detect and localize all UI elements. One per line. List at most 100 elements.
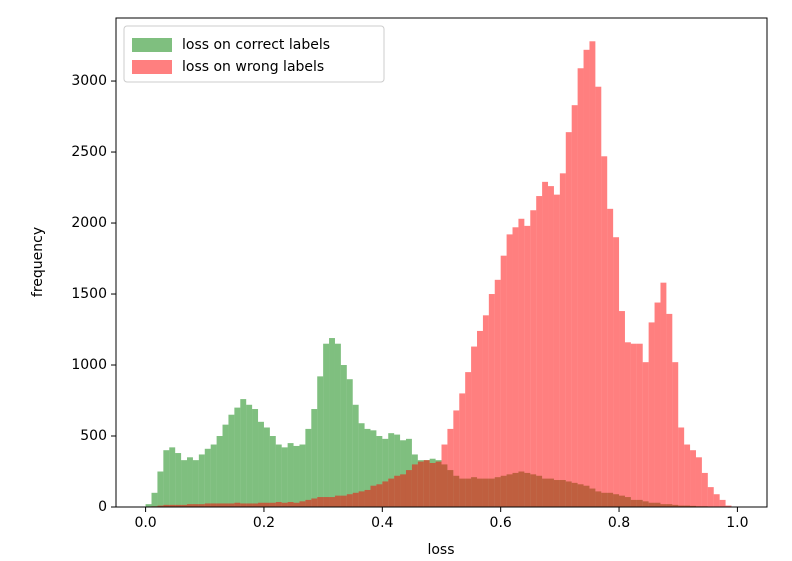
x-tick-label: 0.4 [371, 515, 393, 531]
histogram-bar [240, 399, 247, 507]
histogram-bar [382, 481, 389, 507]
histogram-bar [388, 433, 395, 507]
histogram-bar [465, 372, 472, 507]
histogram-bar [613, 237, 620, 507]
histogram-bar [198, 504, 205, 507]
histogram-bar [548, 186, 554, 507]
legend-swatch [132, 38, 172, 52]
x-tick-label: 0.2 [253, 515, 275, 531]
histogram-bar [506, 234, 513, 507]
histogram-bar [382, 438, 389, 507]
histogram-bar [553, 194, 560, 507]
histogram-bar [181, 460, 188, 507]
histogram-bar [157, 471, 164, 507]
histogram-bar [187, 504, 193, 507]
legend: loss on correct labels loss on wrong labe… [123, 25, 385, 83]
histogram-bar [317, 497, 324, 507]
histogram-bar [453, 410, 460, 507]
histogram-bar [400, 474, 406, 507]
histogram-bar [417, 461, 424, 507]
histogram-bar [648, 322, 655, 507]
histogram-bar [346, 379, 353, 507]
histogram-bar [636, 343, 643, 507]
x-tick-label: 1.0 [726, 515, 748, 531]
histogram-bar [334, 495, 341, 507]
histogram-bar [447, 428, 454, 507]
histogram-bar [660, 282, 667, 507]
histogram-bar [666, 313, 673, 507]
legend-box [123, 25, 385, 83]
histogram-bar [334, 343, 341, 507]
histogram-bar [175, 453, 182, 507]
histogram-bar [216, 503, 223, 507]
histogram-bar [340, 365, 347, 507]
histogram-bar [542, 181, 549, 507]
histogram-bar [311, 409, 318, 507]
histogram-bar [577, 68, 584, 508]
histogram-bar [701, 472, 708, 507]
y-tick-label: 1000 [71, 357, 107, 373]
histogram-bar [358, 491, 365, 507]
histogram-bar [654, 302, 661, 507]
legend-swatch [132, 60, 172, 74]
histogram-bar [228, 503, 235, 507]
x-axis-label: loss [427, 542, 454, 558]
histogram-bar [364, 489, 371, 507]
histogram-bar [246, 503, 253, 507]
histogram-bar [619, 311, 625, 507]
histogram-bar [329, 497, 335, 507]
histogram-bar [346, 494, 353, 507]
histogram-bar [471, 346, 478, 507]
histogram-bar [536, 196, 543, 507]
histogram-bar [423, 460, 430, 507]
histogram-bar [299, 444, 306, 507]
histogram-bar [151, 492, 158, 507]
legend-label: loss on wrong labels [182, 59, 324, 75]
histogram-bar [222, 503, 229, 507]
histogram-bar [690, 450, 696, 507]
histogram-bar [376, 484, 383, 507]
histogram-bar [246, 404, 253, 507]
histogram-bar [204, 503, 211, 507]
histogram-bar [204, 448, 211, 507]
y-tick-label: 500 [80, 428, 107, 444]
histogram-bar [429, 462, 436, 507]
histogram-bar [216, 436, 223, 507]
histogram-bar [630, 343, 637, 507]
histogram-bar [370, 485, 377, 507]
y-tick-label: 1500 [71, 286, 107, 302]
histogram-bar [305, 428, 312, 507]
histogram-bar [157, 505, 164, 507]
plot-frame [115, 17, 768, 508]
histogram-bar [252, 503, 259, 507]
histogram-bar [169, 504, 176, 507]
histogram-bar [672, 362, 679, 507]
y-tick-label: 3000 [71, 73, 107, 89]
histogram-bar [352, 404, 359, 507]
histogram-bar [281, 502, 288, 507]
histogram-bar [293, 445, 300, 507]
histogram-bar [559, 173, 566, 507]
histogram-bar [583, 49, 590, 508]
histogram-bar [163, 504, 170, 507]
histogram-bar [642, 362, 649, 507]
histogram-bar [530, 210, 537, 507]
histogram-bar [240, 503, 247, 507]
histogram-bar [323, 343, 330, 507]
histogram-bar [370, 430, 377, 507]
histogram-bar [388, 478, 395, 507]
histogram-bar [192, 460, 199, 507]
histogram-bar [287, 502, 294, 507]
histogram-bar [210, 503, 217, 507]
histogram-bar [477, 330, 483, 507]
y-axis-label: frequency [30, 227, 46, 297]
histogram-bar [299, 501, 306, 507]
histogram-bar [411, 464, 418, 507]
histogram-bar [364, 428, 371, 507]
histogram-bar [435, 461, 442, 507]
x-tick-label: 0.8 [608, 515, 630, 531]
histogram-bar [269, 502, 276, 507]
histogram-bar [512, 227, 519, 507]
histogram-bar [719, 499, 726, 507]
